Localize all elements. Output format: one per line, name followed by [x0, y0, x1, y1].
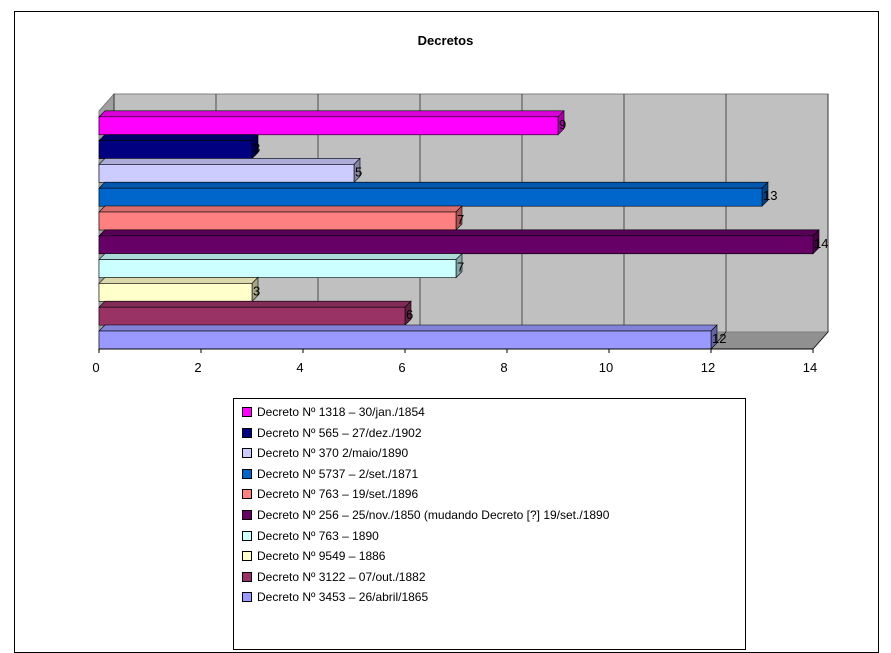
x-tick-label: 8 — [500, 360, 507, 375]
bar-top-face — [98, 324, 718, 332]
legend-swatch — [242, 551, 252, 562]
legend-label: Decreto Nº 9549 – 1886 — [257, 549, 386, 564]
legend-label: Decreto Nº 3453 – 26/abril/1865 — [257, 590, 429, 605]
legend-label: Decreto Nº 370 2/maio/1890 — [257, 446, 409, 461]
legend-swatch — [242, 510, 252, 520]
legend-label: Decreto Nº 763 – 19/set./1896 — [257, 487, 419, 502]
bar-top-face — [98, 181, 769, 189]
bar — [98, 211, 457, 231]
legend-item: Decreto Nº 370 2/maio/1890 — [242, 443, 408, 463]
legend-swatch — [242, 407, 252, 417]
legend-item: Decreto Nº 3453 – 26/abril/1865 — [242, 587, 428, 607]
chart-title: Decretos — [417, 33, 474, 48]
bar — [98, 283, 253, 302]
legend-item: Decreto Nº 3122 – 07/out./1882 — [242, 567, 426, 587]
legend-swatch — [242, 448, 252, 459]
data-label: 12 — [712, 331, 726, 346]
legend-swatch — [242, 468, 252, 479]
bar — [98, 330, 712, 350]
bar-top-face — [98, 110, 565, 118]
legend-swatch — [242, 571, 252, 582]
chart-legend: Decreto Nº 1318 – 30/jan./1854 Decreto Nº… — [233, 398, 746, 650]
data-label: 7 — [457, 212, 464, 227]
legend-label: Decreto Nº 5737 – 2/set./1871 — [257, 466, 419, 481]
data-label: 5 — [355, 164, 362, 179]
x-tick-label: 14 — [803, 360, 817, 375]
data-label: 13 — [763, 188, 777, 203]
legend-swatch — [242, 592, 252, 603]
bar — [98, 306, 406, 326]
bar — [98, 164, 355, 183]
legend-item: Decreto Nº 1318 – 30/jan./1854 — [242, 402, 425, 422]
bar-top-face — [98, 158, 361, 165]
bar-top-face — [98, 277, 259, 284]
x-tick-label: 10 — [599, 360, 613, 375]
bar-chart-plot: 9 3 5 13 7 14 7 3 6 12 0 2 4 6 8 10 12 14 — [92, 92, 830, 375]
bar — [98, 235, 814, 255]
legend-swatch — [242, 530, 252, 541]
bar — [98, 116, 559, 136]
data-label: 7 — [457, 260, 464, 275]
legend-label: Decreto Nº 565 – 27/dez./1902 — [257, 425, 422, 440]
legend-swatch — [242, 489, 252, 500]
bar-top-face — [98, 300, 412, 308]
legend-swatch — [242, 427, 252, 438]
bar-top-face — [98, 253, 463, 260]
legend-item: Decreto Nº 763 – 19/set./1896 — [242, 484, 418, 504]
bar — [98, 187, 763, 207]
gridline-floor — [812, 331, 829, 350]
legend-item: Decreto Nº 256 – 25/nov./1850 (mudando D… — [242, 505, 609, 525]
bar — [98, 140, 253, 159]
data-label: 3 — [253, 283, 260, 298]
x-tick-label: 12 — [701, 360, 715, 375]
legend-item: Decreto Nº 5737 – 2/set./1871 — [242, 464, 418, 484]
x-tick-label: 0 — [92, 360, 99, 375]
bar-top-face — [98, 205, 463, 213]
x-tick-label: 4 — [296, 360, 303, 375]
bar — [98, 259, 457, 278]
data-label: 14 — [814, 236, 828, 251]
x-tick-label: 6 — [398, 360, 405, 375]
legend-label: Decreto Nº 1318 – 30/jan./1854 — [257, 405, 425, 419]
legend-item: Decreto Nº 565 – 27/dez./1902 — [242, 423, 422, 443]
legend-label: Decreto Nº 3122 – 07/out./1882 — [257, 569, 426, 584]
bar-top-face — [98, 134, 259, 141]
legend-item: Decreto Nº 763 – 1890 — [242, 526, 379, 546]
legend-label: Decreto Nº 256 – 25/nov./1850 (mudando D… — [257, 508, 610, 522]
data-label: 6 — [406, 307, 413, 322]
x-tick-label: 2 — [194, 360, 201, 375]
legend-item: Decreto Nº 9549 – 1886 — [242, 546, 385, 566]
data-label: 3 — [253, 141, 260, 156]
legend-label: Decreto Nº 763 – 1890 — [257, 528, 379, 543]
data-label: 9 — [559, 117, 566, 132]
bar-top-face — [98, 229, 820, 237]
